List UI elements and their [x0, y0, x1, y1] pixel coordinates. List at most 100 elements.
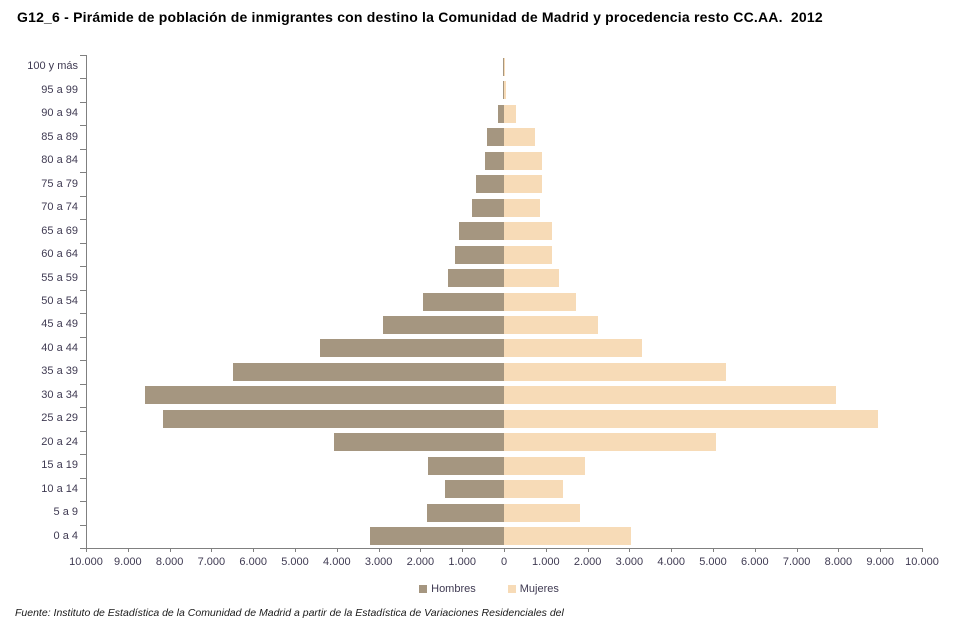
category-axis-tick — [80, 454, 86, 456]
category-label: 100 y más — [27, 60, 78, 73]
value-axis-tick-label: 0 — [500, 556, 508, 568]
category-label: 80 a 84 — [41, 154, 78, 167]
value-axis-tick — [378, 548, 380, 552]
category-label: 10 a 14 — [41, 482, 78, 495]
bar-hombres-35-a-39 — [233, 362, 504, 381]
bar-hombres-50-a-54 — [423, 292, 504, 311]
value-axis-tick-label: 10.000 — [69, 556, 103, 568]
bar-hombres-95-a-99 — [503, 81, 504, 100]
bar-hombres-40-a-44 — [320, 339, 504, 358]
category-axis-tick — [80, 383, 86, 385]
bar-hombres-85-a-89 — [487, 128, 504, 147]
value-axis-tick — [336, 548, 338, 552]
value-axis-tick — [838, 548, 840, 552]
value-axis-tick — [462, 548, 464, 552]
category-axis-tick — [80, 242, 86, 244]
bar-hombres-20-a-24 — [334, 433, 504, 452]
bar-mujeres-70-a-74 — [504, 198, 540, 217]
bar-hombres-10-a-14 — [444, 480, 504, 499]
category-axis-tick — [80, 195, 86, 197]
value-axis-tick-label: 4.000 — [657, 556, 685, 568]
value-axis-tick-label: 6.000 — [239, 556, 267, 568]
category-axis-tick — [80, 148, 86, 150]
category-axis-tick — [80, 55, 86, 56]
bar-mujeres-75-a-79 — [504, 175, 542, 194]
bar-hombres-45-a-49 — [382, 315, 504, 334]
category-label: 55 a 59 — [41, 271, 78, 284]
legend-item-hombres: Hombres — [419, 583, 476, 595]
category-label: 50 a 54 — [41, 295, 78, 307]
value-axis-tick-label: 3.000 — [364, 556, 393, 568]
bar-hombres-70-a-74 — [472, 198, 504, 217]
value-axis-tick — [671, 548, 673, 552]
category-axis-tick — [80, 360, 86, 362]
value-axis-tick-label: 3.000 — [615, 556, 644, 568]
source-note: Fuente: Instituto de Estadística de la C… — [15, 607, 564, 619]
bar-hombres-60-a-64 — [454, 245, 504, 264]
value-axis-tick-label: 4.000 — [323, 556, 351, 568]
legend-label-hombres: Hombres — [431, 583, 476, 595]
category-label: 20 a 24 — [41, 435, 78, 448]
category-axis-tick — [80, 172, 86, 174]
category-axis-tick — [80, 501, 86, 503]
legend: Hombres Mujeres — [0, 583, 978, 595]
value-axis-tick — [295, 548, 296, 552]
category-axis-tick — [80, 548, 86, 549]
bar-mujeres-5-a-9 — [504, 503, 581, 522]
bar-mujeres-35-a-39 — [504, 362, 727, 381]
value-axis-tick — [420, 548, 422, 552]
bar-hombres-65-a-69 — [458, 222, 504, 241]
bar-mujeres-45-a-49 — [504, 315, 599, 334]
value-axis-tick-label: 7.000 — [782, 556, 811, 568]
bar-hombres-80-a-84 — [484, 151, 504, 170]
bar-mujeres-80-a-84 — [504, 151, 543, 170]
legend-item-mujeres: Mujeres — [507, 583, 559, 595]
value-axis-tick — [922, 548, 923, 552]
category-axis-tick — [80, 336, 86, 338]
value-axis-tick — [86, 548, 87, 552]
category-axis-tick — [80, 125, 86, 127]
bar-hombres-55-a-59 — [448, 269, 504, 288]
category-label: 70 a 74 — [41, 201, 78, 214]
value-axis-tick — [211, 548, 213, 552]
value-axis-tick-label: 2.000 — [573, 556, 602, 568]
bar-mujeres-65-a-69 — [504, 222, 553, 241]
value-axis-tick-label: 8.000 — [155, 556, 184, 568]
category-axis-line — [86, 55, 87, 548]
bar-hombres-90-a-94 — [497, 104, 504, 123]
bar-mujeres-20-a-24 — [504, 433, 716, 452]
mujeres-swatch-icon — [507, 585, 516, 593]
value-axis-tick-label: 5.000 — [699, 556, 727, 568]
bar-hombres-5-a-9 — [427, 503, 504, 522]
hombres-swatch-icon — [419, 585, 428, 593]
value-axis-tick — [169, 548, 171, 552]
bar-hombres-25-a-29 — [163, 409, 504, 428]
bar-mujeres-15-a-19 — [504, 456, 586, 475]
value-axis-tick-label: 5.000 — [281, 556, 309, 568]
category-label: 85 a 89 — [41, 130, 78, 143]
value-axis-tick-label: 8.000 — [824, 556, 853, 568]
category-axis-tick — [80, 313, 86, 315]
bar-hombres-100-y-más — [503, 57, 504, 76]
category-axis-tick — [80, 289, 86, 291]
category-label: 15 a 19 — [41, 459, 78, 472]
category-axis-tick — [80, 101, 86, 103]
category-axis-tick — [80, 430, 86, 432]
category-label: 30 a 34 — [41, 388, 78, 401]
bar-mujeres-60-a-64 — [504, 245, 552, 264]
category-label: 60 a 64 — [41, 248, 78, 261]
value-axis-tick — [545, 548, 547, 552]
category-axis-tick — [80, 78, 86, 80]
plot-area — [86, 55, 922, 548]
category-axis-tick — [80, 477, 86, 479]
category-label: 95 a 99 — [41, 83, 78, 96]
bar-mujeres-30-a-34 — [504, 386, 837, 405]
bar-mujeres-55-a-59 — [504, 269, 560, 288]
bar-mujeres-0-a-4 — [504, 527, 632, 546]
category-label: 90 a 94 — [41, 107, 78, 120]
bar-mujeres-100-y-más — [504, 57, 505, 76]
value-axis-tick — [587, 548, 589, 552]
bar-hombres-75-a-79 — [476, 175, 504, 194]
category-label: 25 a 29 — [41, 412, 78, 425]
value-axis-tick-label: 9.000 — [866, 556, 894, 568]
